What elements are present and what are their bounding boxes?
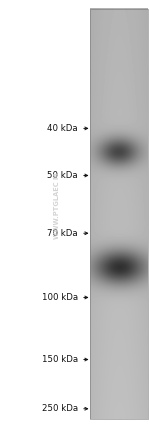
Text: 50 kDa: 50 kDa xyxy=(47,171,78,180)
Text: 250 kDa: 250 kDa xyxy=(42,404,78,413)
Text: 150 kDa: 150 kDa xyxy=(42,355,78,364)
Text: WWW.PTGLAEC M: WWW.PTGLAEC M xyxy=(54,172,60,239)
Text: 100 kDa: 100 kDa xyxy=(42,293,78,302)
Text: 40 kDa: 40 kDa xyxy=(47,124,78,133)
Bar xyxy=(90,9,148,419)
Text: 70 kDa: 70 kDa xyxy=(47,229,78,238)
